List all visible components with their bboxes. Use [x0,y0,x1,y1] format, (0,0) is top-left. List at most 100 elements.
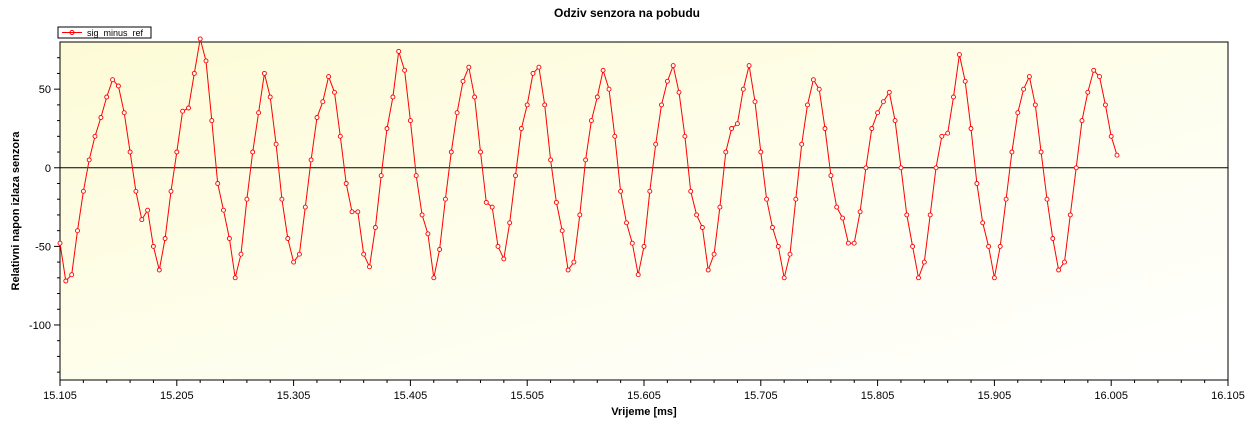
data-point [168,188,174,194]
data-point [921,259,927,265]
data-point [1056,267,1062,273]
data-point [121,110,127,116]
data-point [448,149,454,155]
data-point [664,78,670,84]
data-point [256,110,262,116]
data-point [840,215,846,221]
series-line [59,38,1118,283]
data-point [238,251,244,257]
data-point [221,207,226,213]
data-point [851,240,857,246]
y-tick-label: -50 [35,241,51,253]
data-point [215,181,221,186]
data-point [764,196,770,202]
data-point [1009,149,1015,155]
data-point [583,157,589,163]
data-point [127,149,133,155]
data-point [437,247,443,252]
data-point [770,225,775,230]
data-point [904,212,910,218]
data-point [1085,89,1091,95]
chart-title: Odziv senzora na pobudu [554,6,700,20]
data-point [1114,152,1120,158]
data-point [1032,102,1038,108]
data-point [705,267,711,273]
data-point [565,267,571,273]
data-point [69,272,75,278]
data-point [75,228,80,234]
data-point [869,126,875,131]
data-point [1021,86,1027,92]
data-point [367,264,372,270]
data-point [1062,259,1067,265]
data-point [752,99,758,105]
data-point [606,86,612,92]
data-point [1108,133,1114,139]
data-point [384,126,390,131]
data-point [302,204,308,210]
data-point [501,256,507,262]
data-point [203,58,209,64]
data-point [267,94,273,100]
data-point [402,67,408,73]
data-point [688,188,694,194]
data-point [799,141,805,147]
data-point [139,217,145,223]
data-point [466,64,472,70]
legend[interactable]: sig_minus_ref [57,26,152,39]
data-point [390,94,396,100]
data-point [442,196,448,202]
x-tick-label: 15.405 [394,390,428,402]
data-point [232,275,238,281]
data-point [513,173,518,179]
data-point [285,236,291,241]
data-point [425,231,431,237]
data-point [939,133,945,139]
y-tick-label: -100 [29,320,51,332]
plot-area [59,41,1229,381]
data-point [110,77,116,83]
data-point [653,141,659,147]
data-point [419,212,425,218]
ticks: 15.105 15.205 15.305 15.405 15.505 15.605 15.7… [29,57,1245,402]
data-point [1102,102,1108,108]
data-point [86,157,92,163]
x-tick-label: 16.105 [1211,390,1245,402]
data-point [296,251,302,257]
x-tick-label: 15.705 [744,390,778,402]
legend-marker [69,30,75,35]
data-point [273,141,279,147]
legend-label: sig_minus_ref [87,28,144,38]
data-point [191,70,197,76]
data-point [355,209,361,215]
data-point [314,115,320,120]
data-point [880,99,886,105]
data-point [910,243,916,249]
x-tick-label: 15.905 [978,390,1012,402]
data-point [174,149,180,155]
x-tick-label: 15.205 [160,390,194,402]
data-point [536,64,542,70]
data-point [337,133,343,139]
data-point [180,108,186,114]
data-point [600,67,606,73]
data-point [822,126,828,131]
data-point [1050,236,1056,241]
data-point [80,188,86,194]
data-point [291,259,297,265]
data-point [816,86,822,92]
data-point [951,94,956,100]
data-point [647,188,653,194]
data-point [57,240,63,246]
data-point [460,78,466,84]
data-point [518,126,524,131]
x-tick-label: 15.305 [277,390,311,402]
data-point [997,243,1003,249]
data-point [746,63,752,69]
data-point [729,126,735,131]
data-point [962,78,968,84]
x-tick-label: 15.605 [627,390,661,402]
data-point [968,126,974,131]
data-point [1003,196,1009,202]
